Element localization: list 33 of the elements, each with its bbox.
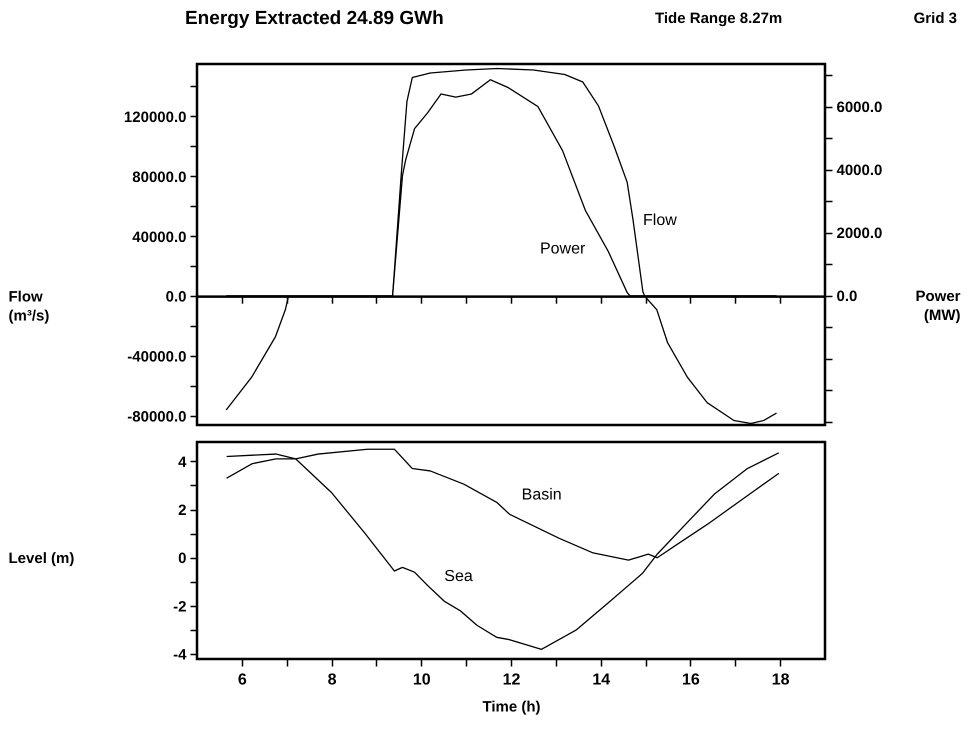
y-axis-title: Level (m): [8, 550, 74, 568]
y-tick-label: -4: [173, 646, 188, 664]
y-tick-label: 0.0: [166, 288, 186, 306]
chart-title: Energy Extracted 24.89 GWh: [185, 8, 444, 30]
y2-tick-label: 4000.0: [836, 162, 882, 180]
y-tick-label: 120000.0: [124, 108, 186, 126]
series-label: Sea: [444, 568, 473, 585]
x-tick-label: 14: [592, 672, 610, 688]
y-tick-label: -80000.0: [127, 408, 186, 426]
y-tick-label: 0: [178, 550, 186, 568]
text: Grid 3: [912, 10, 957, 27]
series-label: Basin: [522, 486, 562, 504]
series-label: Flow: [643, 212, 678, 229]
x-axis-title: Time (h): [482, 698, 541, 716]
x-tick-label: 16: [682, 672, 700, 688]
y-tick-label: 80000.0: [132, 168, 186, 186]
x-tick-label: 18: [772, 672, 790, 688]
y-tick-label: 2: [178, 502, 186, 520]
y-tick-label: 40000.0: [132, 228, 186, 246]
y2-tick-label: 6000.0: [836, 99, 882, 116]
x-tick-label: 6: [238, 672, 247, 688]
y2-tick-label: 2000.0: [836, 225, 882, 242]
y2-axis-title: Power (MW): [915, 288, 961, 324]
y-tick-label: 4: [178, 454, 188, 471]
y-tick-label: -2: [173, 598, 186, 616]
y-tick-label: -40000.0: [127, 348, 186, 366]
x-tick-label: 12: [502, 672, 520, 688]
y2-tick-label: 0.0: [836, 288, 858, 306]
series-label: Power: [540, 240, 586, 258]
x-tick-label: 10: [412, 672, 431, 688]
text: Tide Range 8.27m: [655, 10, 784, 27]
y-axis-title: Flow (m³/s): [8, 288, 50, 325]
x-tick-label: 8: [328, 672, 337, 688]
